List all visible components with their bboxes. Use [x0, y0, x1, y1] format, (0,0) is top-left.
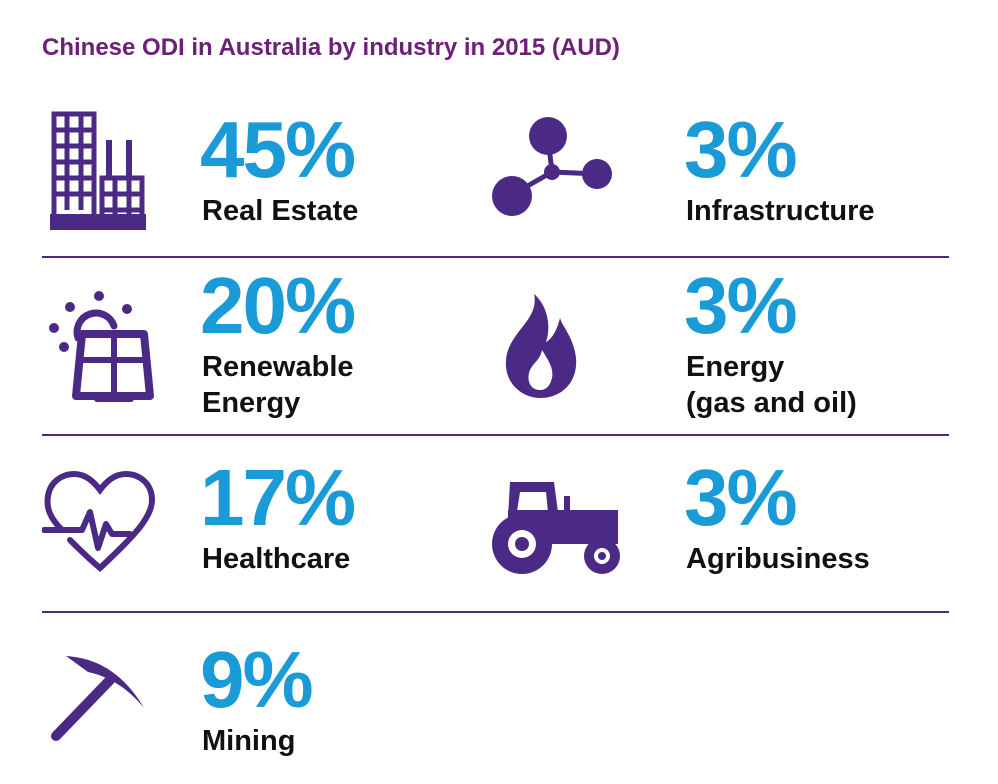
- industry-label: Mining: [202, 725, 296, 757]
- industry-label: Healthcare: [202, 543, 351, 575]
- percent-value: 45%: [200, 105, 356, 194]
- percent-value: 3%: [684, 453, 798, 542]
- percent-value: 3%: [684, 105, 798, 194]
- percent-value: 20%: [200, 261, 356, 350]
- buildings-icon: [50, 111, 146, 230]
- industry-label: Energy (gas and oil): [686, 351, 857, 419]
- solar-panel-icon: [49, 291, 154, 402]
- industry-label: Renewable Energy: [202, 351, 354, 419]
- industry-label: Agribusiness: [686, 543, 870, 575]
- divider: [42, 611, 949, 613]
- percent-value: 3%: [684, 261, 798, 350]
- heart-pulse-icon: [42, 470, 156, 573]
- tractor-icon: [492, 482, 620, 574]
- pickaxe-icon: [51, 656, 144, 741]
- percent-value: 17%: [200, 453, 356, 542]
- flame-icon: [505, 294, 577, 398]
- industry-label: Infrastructure: [686, 195, 875, 227]
- network-nodes-icon: [492, 117, 612, 216]
- divider: [42, 434, 949, 436]
- percent-value: 9%: [200, 635, 314, 724]
- divider: [42, 256, 949, 258]
- industry-label: Real Estate: [202, 195, 359, 227]
- page-title: Chinese ODI in Australia by industry in …: [42, 34, 620, 61]
